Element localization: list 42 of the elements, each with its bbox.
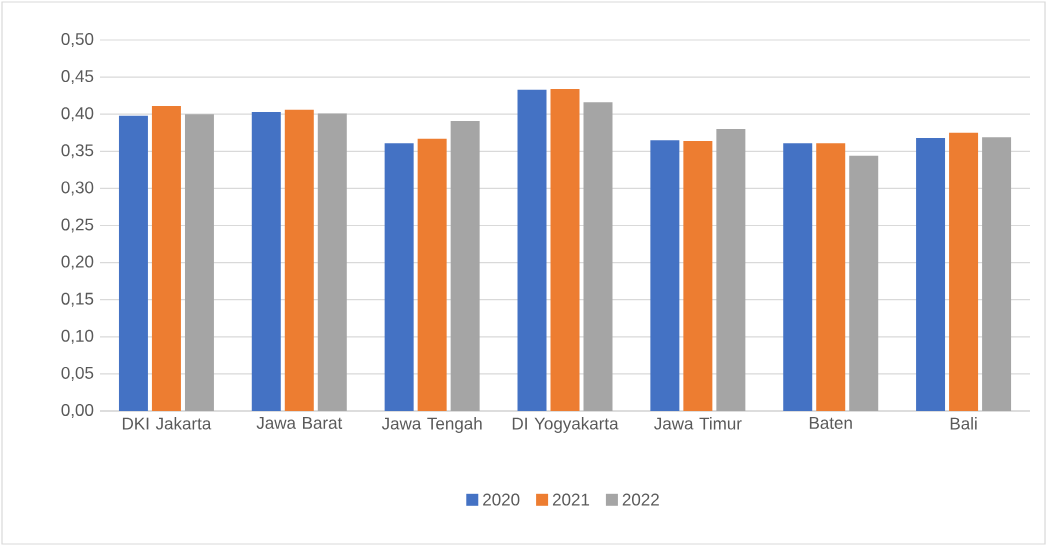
legend-label: 2022 bbox=[622, 493, 659, 506]
bar bbox=[982, 137, 1012, 411]
bar bbox=[450, 120, 480, 411]
y-tick-label: 0,15 bbox=[61, 292, 94, 307]
bar bbox=[317, 113, 347, 411]
bar bbox=[184, 114, 214, 411]
bar bbox=[517, 89, 547, 411]
bar bbox=[783, 143, 813, 411]
bar bbox=[816, 143, 846, 411]
x-tick-label: Bali bbox=[950, 417, 977, 430]
x-tick-label: Jawa Barat bbox=[256, 417, 343, 429]
y-tick-label: 0,20 bbox=[61, 255, 94, 270]
bar bbox=[916, 137, 946, 411]
y-tick-label: 0,45 bbox=[61, 70, 94, 85]
bar bbox=[650, 140, 680, 411]
x-tick-label: Jawa Tengah bbox=[381, 417, 482, 433]
bar bbox=[550, 88, 580, 411]
bar bbox=[583, 102, 613, 411]
bar bbox=[384, 143, 414, 411]
legend-label: 2020 bbox=[483, 493, 520, 506]
bar bbox=[716, 129, 746, 411]
bar bbox=[949, 132, 979, 411]
bar bbox=[417, 138, 447, 411]
y-tick-label: 0,50 bbox=[61, 33, 94, 48]
x-tick-label: DKI Jakarta bbox=[122, 417, 212, 430]
bar bbox=[251, 111, 281, 411]
y-tick-label: 0,35 bbox=[61, 144, 94, 159]
y-tick-label: 0,00 bbox=[61, 403, 94, 419]
bar bbox=[849, 155, 879, 411]
y-tick-label: 0,40 bbox=[61, 107, 94, 122]
bar bbox=[683, 140, 713, 411]
legend-label: 2021 bbox=[552, 493, 590, 506]
y-tick-label: 0,25 bbox=[61, 218, 94, 233]
bar bbox=[284, 109, 314, 411]
bar bbox=[151, 106, 181, 411]
y-tick-label: 0,10 bbox=[61, 329, 94, 344]
y-tick-label: 0,05 bbox=[61, 366, 94, 381]
x-tick-label: DI Yogyakarta bbox=[512, 417, 619, 433]
y-tick-label: 0,30 bbox=[61, 181, 94, 196]
x-tick-label: Baten bbox=[809, 417, 852, 429]
x-tick-label: Jawa Timur bbox=[654, 417, 742, 430]
bar bbox=[118, 115, 148, 411]
